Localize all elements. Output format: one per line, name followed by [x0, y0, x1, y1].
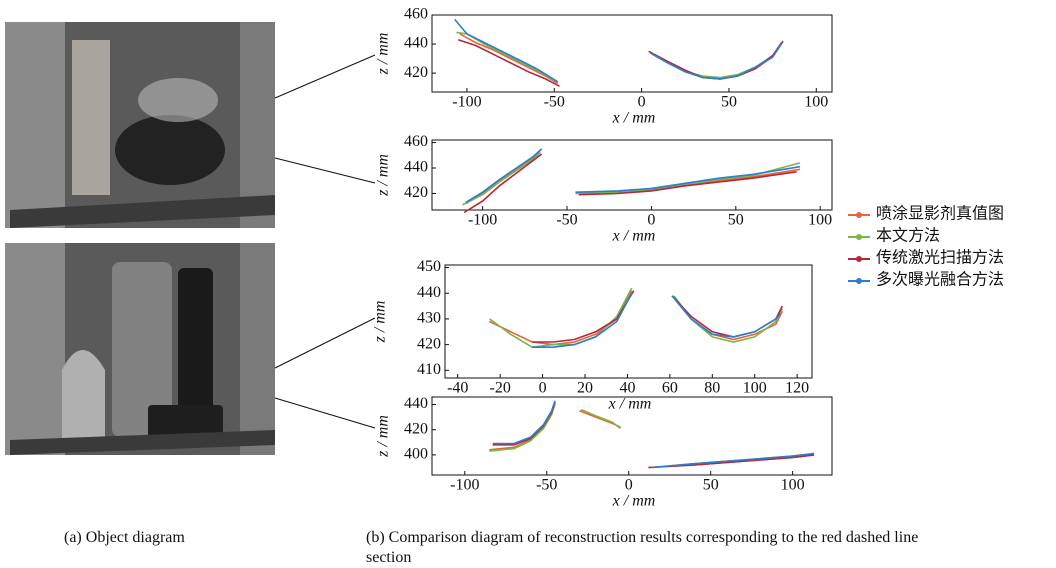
y-tick-label: 420 [417, 335, 441, 352]
series-line [465, 148, 801, 204]
x-tick-label: 100 [804, 94, 828, 111]
x-tick-label: -50 [544, 94, 565, 111]
y-tick-label: 410 [417, 361, 441, 378]
x-tick-label: 100 [781, 477, 805, 494]
connectors [274, 54, 376, 429]
y-tick-label: 440 [404, 395, 428, 412]
y-tick-label: 440 [404, 159, 428, 176]
caption-b: (b) Comparison diagram of reconstruction… [366, 529, 919, 566]
y-tick-label: 420 [404, 420, 428, 437]
y-tick-label: 420 [404, 64, 428, 81]
legend-dot [856, 256, 862, 262]
y-tick-label: 420 [404, 184, 428, 201]
plot-frame [444, 264, 813, 379]
photo-b [5, 243, 275, 455]
x-axis-label: x / mm [608, 396, 652, 413]
x-tick-label: 0 [638, 94, 646, 111]
y-tick-label: 400 [404, 446, 428, 463]
y-axis-label: z / mm [372, 301, 389, 344]
y-axis-label: z / mm [375, 154, 392, 197]
caption-a: (a) Object diagram [64, 529, 185, 546]
y-axis-label: z / mm [375, 415, 392, 458]
legend-label: 喷涂显影剂真值图 [876, 205, 1004, 223]
x-tick-label: 20 [577, 380, 593, 397]
x-tick-label: -40 [447, 380, 468, 397]
x-tick-label: 50 [721, 94, 737, 111]
x-tick-label: 80 [704, 380, 720, 397]
x-tick-label: 120 [785, 380, 809, 397]
x-tick-label: -50 [556, 212, 577, 229]
series-line [465, 150, 801, 205]
y-tick-label: 430 [417, 310, 441, 327]
legend-dot [856, 278, 862, 284]
plot-frame [431, 396, 833, 476]
legend-dot [856, 234, 862, 240]
y-tick-label: 460 [404, 133, 428, 150]
y-tick-label: 460 [404, 6, 428, 23]
photo-a [5, 22, 275, 228]
x-axis-label: x / mm [612, 228, 656, 245]
series-line [463, 153, 797, 214]
legend-label: 传统激光扫描方法 [876, 249, 1004, 267]
plot-frame [431, 14, 833, 93]
plot-frame [431, 139, 833, 211]
series-line [457, 38, 784, 87]
x-tick-label: 0 [539, 380, 547, 397]
x-tick-label: 50 [703, 477, 719, 494]
y-tick-label: 450 [417, 258, 441, 275]
x-tick-label: 60 [662, 380, 678, 397]
series-line [462, 152, 801, 206]
x-tick-label: -100 [450, 477, 479, 494]
legend-dot [856, 212, 862, 218]
x-tick-label: 0 [625, 477, 633, 494]
y-tick-label: 440 [417, 284, 441, 301]
series-line [532, 292, 781, 348]
series-line [492, 400, 815, 469]
x-tick-label: -20 [489, 380, 510, 397]
y-tick-label: 440 [404, 35, 428, 52]
x-tick-label: -50 [536, 477, 557, 494]
x-tick-label: -100 [468, 212, 497, 229]
legend-label: 本文方法 [876, 227, 940, 245]
legend-label: 多次曝光融合方法 [876, 271, 1004, 289]
x-axis-label: x / mm [612, 110, 656, 127]
x-tick-label: 100 [743, 380, 767, 397]
x-tick-label: 40 [619, 380, 635, 397]
x-tick-label: -100 [452, 94, 481, 111]
x-axis-label: x / mm [612, 493, 656, 510]
x-tick-label: 100 [808, 212, 832, 229]
x-tick-label: 50 [728, 212, 744, 229]
series-line [454, 18, 782, 83]
x-tick-label: 0 [647, 212, 655, 229]
y-axis-label: z / mm [375, 33, 392, 76]
